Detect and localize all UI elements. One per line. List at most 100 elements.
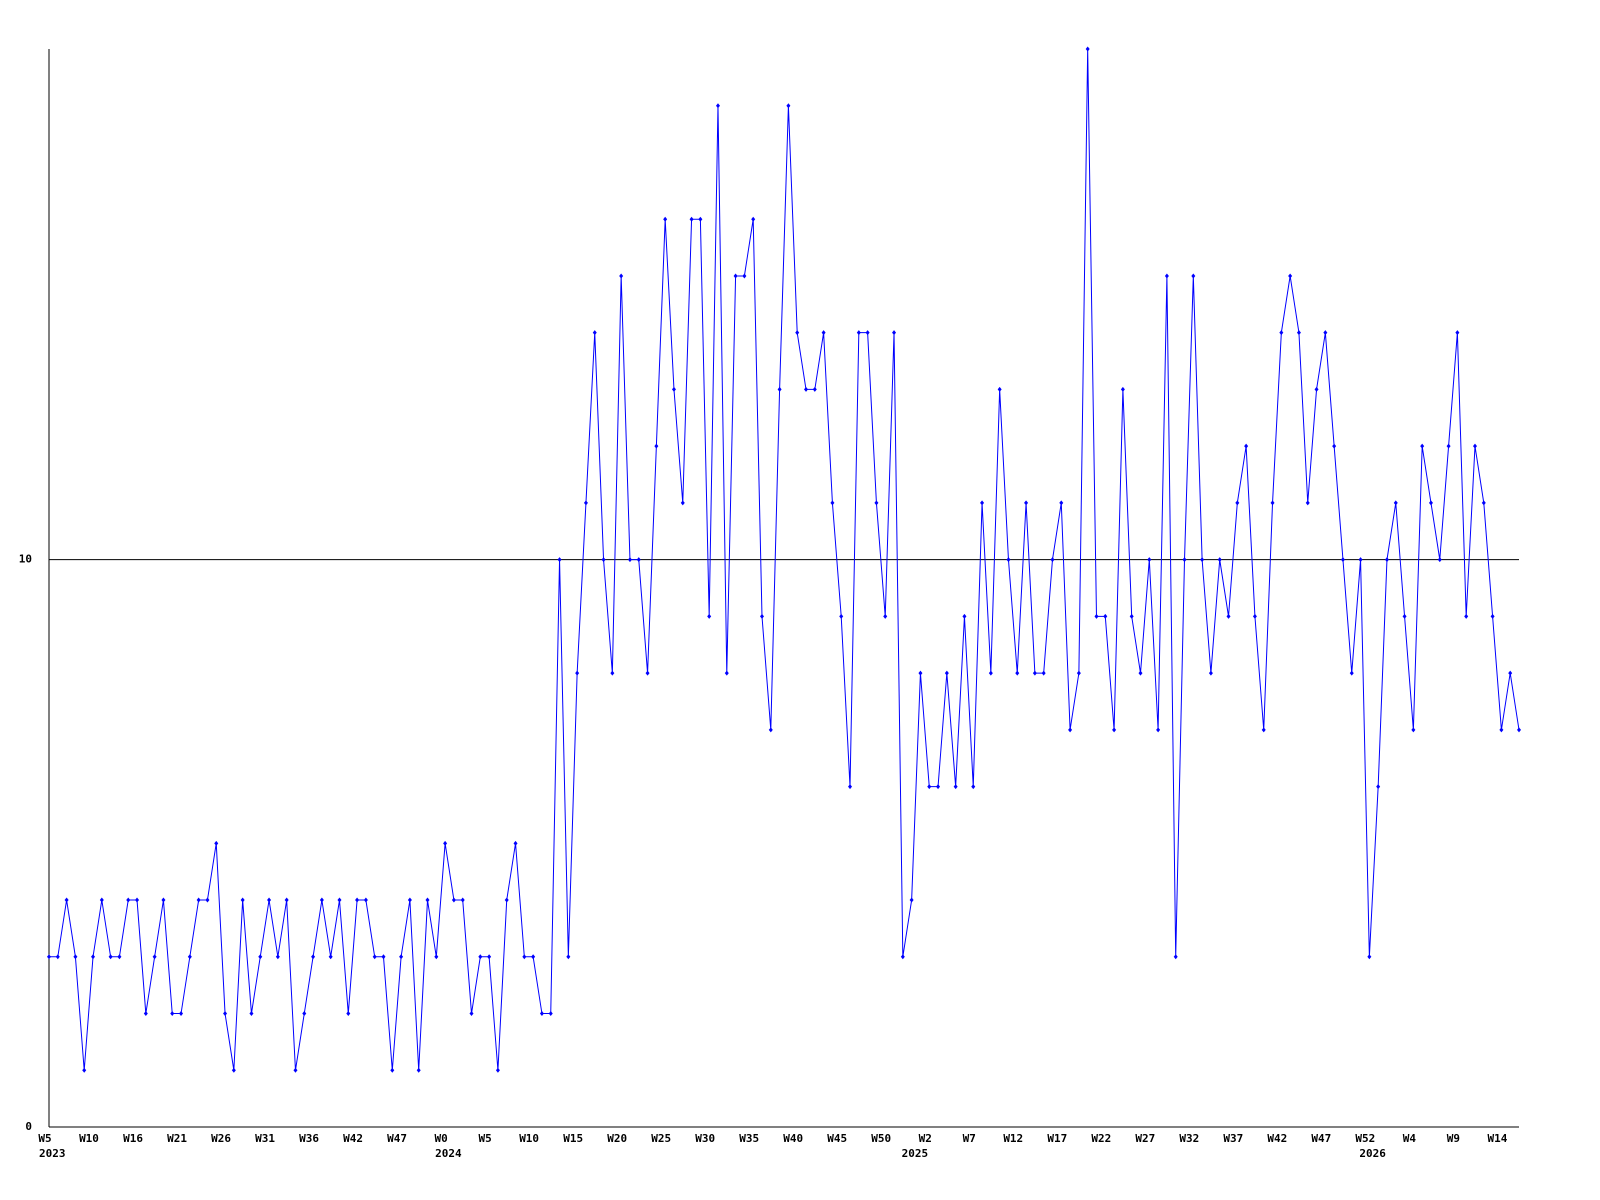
x-tick-label: W7 [963, 1132, 976, 1145]
data-point [1032, 670, 1037, 676]
data-point [1191, 273, 1196, 279]
x-tick-label: W37 [1223, 1132, 1243, 1145]
data-point [592, 330, 597, 336]
data-point [1428, 500, 1433, 506]
year-label: 2023 [39, 1147, 66, 1160]
x-tick-label: W9 [1447, 1132, 1460, 1145]
data-point [671, 386, 676, 392]
data-point [311, 954, 316, 960]
data-point [284, 897, 289, 903]
data-point [856, 330, 861, 336]
data-point [988, 670, 993, 676]
data-point [601, 557, 606, 563]
data-point [575, 670, 580, 676]
data-point [812, 386, 817, 392]
data-point [416, 1067, 421, 1073]
data-point [909, 897, 914, 903]
data-point [337, 897, 342, 903]
data-point [689, 216, 694, 222]
x-tick-label: W31 [255, 1132, 275, 1145]
data-point [91, 954, 96, 960]
data-point [1103, 613, 1108, 619]
x-tick-label: W30 [695, 1132, 715, 1145]
data-point [504, 897, 509, 903]
data-point [1376, 784, 1381, 790]
x-tick-label: W27 [1135, 1132, 1155, 1145]
data-point [522, 954, 527, 960]
data-point [698, 216, 703, 222]
y-tick-label: 0 [25, 1120, 32, 1133]
data-point [751, 216, 756, 222]
x-tick-label: W14 [1487, 1132, 1507, 1145]
data-point [619, 273, 624, 279]
x-tick-label: W45 [827, 1132, 847, 1145]
data-point [1006, 557, 1011, 563]
data-point [627, 557, 632, 563]
data-point [1059, 500, 1064, 506]
data-point [143, 1011, 148, 1017]
data-point [495, 1067, 500, 1073]
data-point [1305, 500, 1310, 506]
data-point [1384, 557, 1389, 563]
x-tick-label: W42 [343, 1132, 363, 1145]
data-point [980, 500, 985, 506]
data-point [1411, 727, 1416, 733]
x-tick-label: W0 [434, 1132, 447, 1145]
data-point [1393, 500, 1398, 506]
data-point [1323, 330, 1328, 336]
x-tick-label: W26 [211, 1132, 231, 1145]
year-label: 2025 [902, 1147, 929, 1160]
data-point [55, 954, 60, 960]
data-point [821, 330, 826, 336]
data-point [1472, 443, 1477, 449]
data-point [363, 897, 368, 903]
data-point [1129, 613, 1134, 619]
data-point [513, 840, 518, 846]
data-point [1314, 386, 1319, 392]
data-point [1200, 557, 1205, 563]
x-tick-label: W17 [1047, 1132, 1067, 1145]
data-point [927, 784, 932, 790]
data-point [1508, 670, 1513, 676]
data-point [936, 784, 941, 790]
data-point [1464, 613, 1469, 619]
data-point [865, 330, 870, 336]
data-point [1490, 613, 1495, 619]
data-point [469, 1011, 474, 1017]
data-point [478, 954, 483, 960]
data-point [196, 897, 201, 903]
data-point [187, 954, 192, 960]
data-point [1402, 613, 1407, 619]
data-point [759, 613, 764, 619]
data-point [451, 897, 456, 903]
data-point [583, 500, 588, 506]
data-point [399, 954, 404, 960]
data-point [1015, 670, 1020, 676]
data-point [1173, 954, 1178, 960]
x-tick-label: W21 [167, 1132, 187, 1145]
data-point [944, 670, 949, 676]
data-point [1288, 273, 1293, 279]
x-tick-label: W10 [519, 1132, 539, 1145]
data-point [1147, 557, 1152, 563]
data-point [275, 954, 280, 960]
x-tick-label: W36 [299, 1132, 319, 1145]
data-point [82, 1067, 87, 1073]
data-point [381, 954, 386, 960]
data-point [1261, 727, 1266, 733]
data-point [64, 897, 69, 903]
x-tick-label: W32 [1179, 1132, 1199, 1145]
data-point [355, 897, 360, 903]
data-point [539, 1011, 544, 1017]
year-label: 2026 [1359, 1147, 1386, 1160]
data-point [1156, 727, 1161, 733]
x-tick-label: W12 [1003, 1132, 1023, 1145]
data-point [1517, 727, 1521, 733]
data-point [108, 954, 113, 960]
data-point [874, 500, 879, 506]
data-point [443, 840, 448, 846]
data-point [487, 954, 492, 960]
x-tick-label: W47 [1311, 1132, 1331, 1145]
data-point [390, 1067, 395, 1073]
